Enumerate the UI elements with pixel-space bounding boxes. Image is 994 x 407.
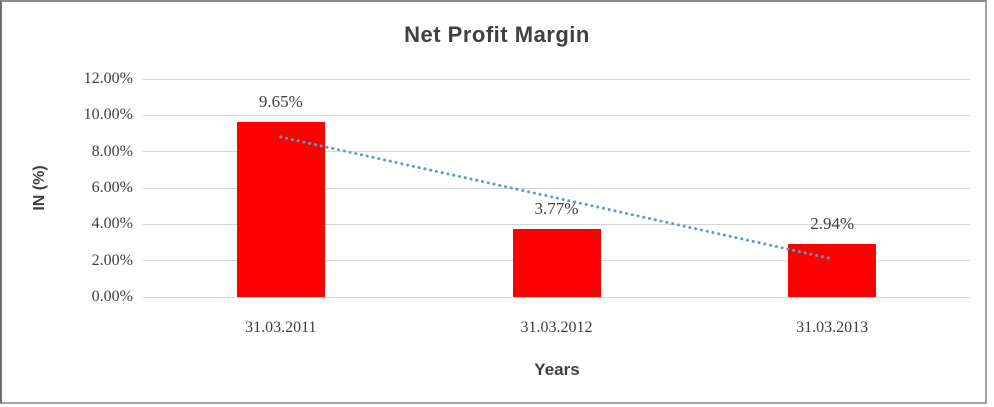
x-axis-tick-label: 31.03.2011 [245, 319, 317, 336]
y-axis-tick-label: 6.00% [91, 179, 133, 196]
data-label-31.03.2011: 9.65% [258, 91, 303, 111]
y-axis-tick-label: 2.00% [91, 251, 133, 269]
gridline-0.00% [143, 296, 970, 298]
y-axis-tick-label: 10.00% [83, 106, 133, 124]
gridline-12.00% [143, 78, 970, 80]
x-axis-title: Years [534, 360, 580, 379]
y-axis-tick-label: 4.00% [91, 215, 133, 233]
data-label-31.03.2012: 3.77% [534, 198, 579, 218]
y-axis-tick-label: 12.00% [83, 70, 133, 87]
bar-31.03.2012 [512, 228, 601, 297]
y-axis-tick-label: 8.00% [91, 142, 133, 160]
chart-title: Net Profit Margin [404, 22, 590, 47]
bar-31.03.2013 [788, 243, 877, 297]
gridline-10.00% [143, 114, 970, 116]
bar-31.03.2011 [236, 121, 325, 297]
data-label-31.03.2013: 2.94% [810, 213, 855, 233]
y-axis-tick-label: 0.00% [91, 288, 133, 305]
x-axis-tick-label: 31.03.2013 [796, 319, 869, 336]
x-axis-tick-label: 31.03.2012 [520, 319, 593, 336]
